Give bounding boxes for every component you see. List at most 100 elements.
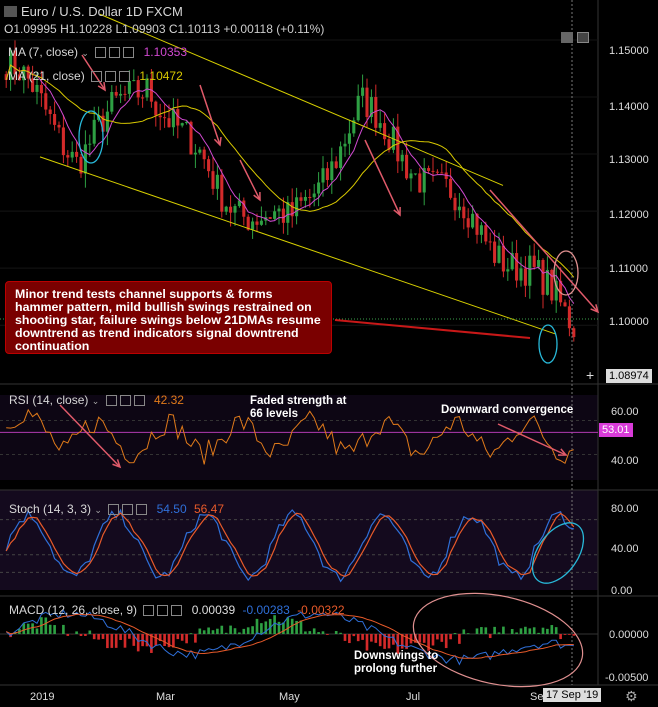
- rsi-arrow: [59, 404, 121, 468]
- rsi-tick: 40.00: [611, 455, 639, 467]
- candle-body: [39, 84, 43, 94]
- channel-support-line: [39, 156, 556, 335]
- close-icon[interactable]: [133, 395, 145, 406]
- eye-icon[interactable]: [143, 605, 155, 616]
- eye-icon[interactable]: [91, 71, 103, 82]
- candle-body: [471, 213, 475, 228]
- candle-body: [383, 123, 387, 140]
- candle-body: [255, 221, 259, 225]
- candle-body: [413, 173, 417, 175]
- close-icon[interactable]: [136, 504, 148, 515]
- candle-body: [559, 280, 563, 303]
- candle-body: [277, 208, 281, 212]
- candle-body: [167, 118, 171, 128]
- candle-body: [154, 101, 158, 116]
- crosshair-plus-icon[interactable]: +: [586, 367, 595, 383]
- stoch-tick: 0.00: [611, 585, 633, 597]
- rsi-tick: 60.00: [611, 406, 639, 418]
- trend-arrow: [81, 54, 106, 91]
- candle-body: [220, 174, 224, 212]
- trend-arrow-head: [393, 206, 401, 217]
- ohlc-change: +0.00118 (+0.11%): [223, 22, 325, 36]
- candle-body: [321, 168, 325, 183]
- gear-icon[interactable]: ⚙: [625, 688, 638, 704]
- settings-icon[interactable]: [119, 395, 131, 406]
- scroll-down-icon[interactable]: [561, 32, 573, 43]
- candle-body: [493, 241, 497, 263]
- candle-body: [246, 216, 250, 230]
- candle-body: [528, 255, 532, 286]
- candle-body: [17, 74, 21, 81]
- candle-body: [268, 217, 272, 219]
- candle-body: [475, 213, 479, 235]
- settings-icon[interactable]: [157, 605, 169, 616]
- stoch-legend[interactable]: Stoch (14, 3, 3) ⌄ 54.50 56.47: [9, 502, 224, 516]
- candle-body: [356, 95, 360, 121]
- symbol-title-row: Euro / U.S. Dollar 1D FXCM: [4, 4, 183, 19]
- chevron-down-icon[interactable]: ⌄: [94, 505, 102, 515]
- chevron-down-icon[interactable]: ⌄: [91, 396, 100, 406]
- close-icon[interactable]: [171, 605, 183, 616]
- macd-value-1: 0.00039: [191, 603, 236, 617]
- candle-body: [123, 93, 127, 95]
- price-tick: 1.14000: [609, 101, 649, 113]
- candle-body: [317, 182, 321, 194]
- candle-body: [202, 149, 206, 160]
- eye-icon[interactable]: [108, 504, 120, 515]
- trend-arrow: [199, 84, 221, 146]
- candle-body: [400, 154, 404, 162]
- candle-body: [4, 74, 8, 80]
- price-tick: 1.11000: [609, 263, 648, 275]
- candle-body: [409, 173, 413, 179]
- settings-icon[interactable]: [122, 504, 134, 515]
- ma21-legend[interactable]: MA (21, close) 1.10472: [8, 69, 183, 83]
- eye-icon[interactable]: [95, 47, 107, 58]
- trend-arrow: [364, 139, 401, 216]
- macd-tick: -0.00500: [605, 672, 649, 684]
- rsi-label: RSI (14, close): [9, 393, 89, 407]
- ma7-label: MA (7, close): [8, 45, 79, 59]
- macd-legend[interactable]: MACD (12, 26, close, 9) 0.00039 -0.00283…: [9, 603, 345, 617]
- ma7-legend[interactable]: MA (7, close) ⌄ 1.10353: [8, 45, 187, 59]
- candle-body: [466, 218, 470, 228]
- candle-body: [484, 225, 488, 242]
- stoch-d-line: [5, 512, 575, 578]
- candle-body: [369, 97, 373, 117]
- candle-body: [35, 84, 39, 92]
- close-icon[interactable]: [123, 47, 135, 58]
- candle-body: [158, 115, 162, 118]
- candle-body: [427, 168, 431, 171]
- candle-body: [61, 127, 65, 156]
- candle-body: [567, 306, 571, 329]
- stoch-label: Stoch (14, 3, 3): [9, 502, 92, 516]
- macd-line: [5, 609, 574, 666]
- candle-body: [422, 168, 426, 193]
- eye-icon[interactable]: [105, 395, 117, 406]
- ma21-line: [5, 64, 575, 278]
- candle-body: [101, 115, 105, 132]
- time-tick: Jul: [406, 691, 421, 703]
- candle-body: [501, 245, 505, 272]
- maximize-icon[interactable]: [577, 32, 589, 43]
- candle-body: [259, 220, 263, 225]
- collapse-icon[interactable]: [4, 6, 17, 17]
- downswings-note: Downswings to prolong further: [354, 650, 439, 675]
- candle-body: [189, 121, 193, 155]
- candle-body: [303, 196, 307, 201]
- ohlc-close: 1.10113: [177, 22, 221, 36]
- stoch-k-value: 54.50: [156, 502, 187, 516]
- close-icon[interactable]: [119, 71, 131, 82]
- rsi-legend[interactable]: RSI (14, close) ⌄ 42.32: [9, 393, 184, 407]
- settings-icon[interactable]: [105, 71, 117, 82]
- settings-icon[interactable]: [109, 47, 121, 58]
- highlight-ellipse: [538, 324, 558, 364]
- candle-body: [435, 171, 439, 173]
- callout-pointer: [334, 319, 531, 339]
- chevron-down-icon[interactable]: ⌄: [81, 48, 89, 58]
- ohlc-open: 1.09995: [13, 22, 57, 36]
- candle-body: [541, 260, 545, 295]
- symbol-title[interactable]: Euro / U.S. Dollar 1D FXCM: [21, 4, 183, 19]
- candle-body: [193, 152, 197, 155]
- candle-body: [132, 80, 136, 82]
- candle-body: [391, 126, 395, 150]
